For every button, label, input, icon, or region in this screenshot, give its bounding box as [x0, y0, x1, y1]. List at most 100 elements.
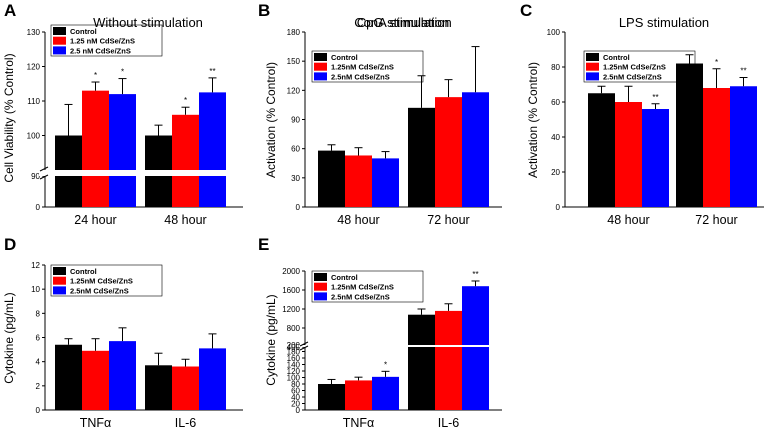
panel-c-significance-marker: *	[715, 58, 718, 67]
panel-d-bar-control	[145, 365, 172, 410]
panel-d-legend-box	[50, 264, 163, 297]
panel-c-significance-marker: **	[652, 93, 658, 102]
panel-e-y-tick-label: 1200	[282, 305, 300, 314]
panel-a-y-tick-label: 130	[27, 28, 41, 37]
panel-e-y-tick-label: 0	[296, 406, 301, 415]
panel-e-y-tick-label: 60	[291, 387, 300, 396]
panel-c-bar-high-dose	[642, 109, 669, 207]
panel-b-category-label: 48 hour	[337, 213, 379, 227]
panel-c-bar-control	[676, 63, 703, 207]
panel-e-y-tick-label: 400	[287, 343, 301, 352]
panel-b-bar-control	[408, 107, 435, 207]
panel-b-y-axis-label: Activation (% Control)	[264, 62, 278, 178]
panel-b-legend-high-dose-label: 2.5nM CdSe/ZnS	[331, 72, 390, 81]
panel-c-y-tick-label: 0	[556, 203, 561, 212]
panel-c-bar-control	[588, 93, 615, 207]
panel-a-significance-marker: *	[121, 68, 124, 77]
panel-d-bar-low-dose	[82, 350, 109, 410]
panel-d-y-axis-label: Cytokine (pg/mL)	[2, 292, 16, 383]
panel-e-y-tick-label: 20	[291, 400, 300, 409]
panel-a-legend-control-swatch	[53, 27, 66, 35]
panel-e-bar-control	[318, 384, 345, 410]
panel-b-legend-control-swatch	[314, 53, 327, 61]
panel-a-legend-high-dose-swatch	[53, 46, 66, 55]
panel-b-y-tick-label: 90	[291, 116, 300, 125]
panel-b-category-label: 72 hour	[427, 213, 469, 227]
panel-c-y-tick-label: 40	[551, 133, 560, 142]
panel-e-axis-break-mark	[299, 341, 309, 347]
panel-label-a: A	[4, 1, 16, 20]
panel-e-y-axis-label: Cytokine (pg/mL)	[264, 294, 278, 385]
panel-d-legend-low-dose-swatch	[53, 276, 66, 285]
panel-e-bar-high-dose	[372, 376, 399, 410]
panel-b-bar-low-dose	[435, 97, 462, 207]
panel-a-legend-low-dose-swatch	[53, 36, 66, 45]
panel-d-legend-control-swatch	[53, 267, 66, 275]
panel-b-bar-control	[318, 150, 345, 207]
panel-e-significance-marker: **	[472, 270, 478, 279]
panel-c-bar-high-dose	[730, 86, 757, 207]
panel-c-category-label: 72 hour	[695, 213, 737, 227]
panel-d-y-tick-label: 6	[36, 334, 41, 343]
panel-e-y-tick-label: 80	[291, 380, 300, 389]
panel-a-y-tick-label: 90	[31, 172, 40, 181]
panel-e-y-tick-label: 100	[287, 374, 301, 383]
panel-d-y-tick-label: 10	[31, 285, 40, 294]
panel-d-legend-high-dose-swatch	[53, 286, 66, 295]
panel-c-legend-control-label: Control	[603, 53, 630, 62]
panel-a-axis-break-mark	[39, 174, 49, 180]
panel-c-legend-high-dose-swatch	[586, 72, 599, 81]
panel-b-bar-high-dose	[462, 92, 489, 207]
panel-d-bar-high-dose	[199, 348, 226, 410]
panel-e-legend-control-label: Control	[331, 273, 358, 282]
panel-b-bar-low-dose	[345, 155, 372, 207]
panel-d-category-label: TNFα	[80, 416, 112, 430]
panel-b-y-tick-label: 150	[287, 57, 301, 66]
panel-c-y-tick-label: 80	[551, 63, 560, 72]
panel-e-y-tick-label: 40	[291, 393, 300, 402]
panel-e-bar-low-dose	[435, 310, 462, 410]
panel-e-title: CpG stimulation	[357, 15, 449, 30]
panel-b-legend-box	[311, 50, 424, 83]
panel-b-y-tick-label: 0	[296, 203, 301, 212]
panel-e-legend-box	[311, 270, 424, 303]
panel-d-y-tick-label: 0	[36, 406, 41, 415]
panel-c-legend-box	[583, 50, 696, 83]
panel-e-legend-control-swatch	[314, 273, 327, 281]
panel-c-bar-low-dose	[615, 102, 642, 207]
panel-d-y-tick-label: 4	[36, 358, 41, 367]
panel-e-axis-break-band	[299, 345, 502, 347]
panel-label-c: C	[520, 1, 532, 20]
panel-d-y-tick-label: 2	[36, 382, 41, 391]
panel-a-y-tick-label: 0	[36, 203, 41, 212]
panel-d-y-tick-label: 12	[31, 261, 40, 270]
panel-a-bar-low-dose	[82, 90, 109, 207]
panel-c-legend-high-dose-label: 2.5nM CdSe/ZnS	[603, 72, 662, 81]
panel-a-bar-high-dose	[199, 92, 226, 207]
panel-e-bar-high-dose	[462, 286, 489, 410]
panel-c-y-tick-label: 60	[551, 98, 560, 107]
panel-d-category-label: IL-6	[175, 416, 197, 430]
panel-e-y-tick-label: 1600	[282, 286, 300, 295]
panel-a-legend-control-label: Control	[70, 27, 97, 36]
panel-b-y-tick-label: 120	[287, 86, 301, 95]
panel-d-legend-low-dose-label: 1.25nM CdSe/ZnS	[70, 277, 133, 286]
panel-d-legend-control-label: Control	[70, 267, 97, 276]
panel-e-y-tick-label: 800	[287, 324, 301, 333]
panel-label-d: D	[4, 235, 16, 254]
panel-d-bar-control	[55, 344, 82, 410]
panel-e-axis-break-mark	[299, 345, 309, 351]
panel-a-y-axis-label: Cell Viability (% Control)	[2, 53, 16, 182]
panel-d-bar-high-dose	[109, 341, 136, 410]
panel-c-significance-marker: **	[740, 67, 746, 76]
panel-b-title: ConA stimulation	[354, 15, 452, 30]
panel-e-legend-low-dose-swatch	[314, 282, 327, 291]
panel-c-title: LPS stimulation	[619, 15, 709, 30]
panel-b-y-tick-label: 60	[291, 145, 300, 154]
panel-e-category-label: TNFα	[343, 416, 375, 430]
panel-e-category-label: IL-6	[438, 416, 460, 430]
panel-d-y-tick-label: 8	[36, 309, 41, 318]
panel-label-e: E	[258, 235, 269, 254]
panel-a-category-label: 24 hour	[74, 213, 116, 227]
panel-e-y-tick-label: 200	[287, 341, 301, 350]
